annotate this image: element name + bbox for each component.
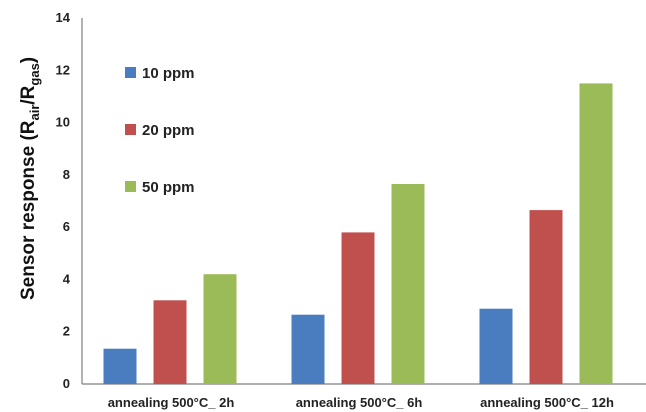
bar [291,314,325,384]
y-tick-label: 8 [63,167,70,182]
y-tick-labels: 0 2 4 6 8 10 12 14 [56,10,71,391]
legend-label: 10 ppm [142,65,195,82]
bar [479,308,513,384]
bar [579,83,613,385]
legend-swatch [125,124,136,135]
bar [391,184,425,384]
bar [203,274,237,384]
legend-swatch [125,67,136,78]
bar [153,300,187,384]
category-label: annealing 500°C_ 12h [480,395,614,410]
category-label: annealing 500°C_ 6h [296,395,423,410]
bar [103,348,137,384]
legend-label: 50 ppm [142,179,195,196]
category-labels: annealing 500°C_ 2h annealing 500°C_ 6h an… [108,395,614,410]
bar [341,232,375,384]
category-label: annealing 500°C_ 2h [108,395,235,410]
bar [529,210,563,384]
bars [103,83,613,385]
y-tick-label: 6 [63,219,70,234]
legend-swatch [125,181,136,192]
y-tick-label: 14 [56,10,71,25]
y-tick-label: 4 [63,271,71,286]
y-tick-label: 0 [63,376,70,391]
y-tick-label: 2 [63,324,70,339]
legend-label: 20 ppm [142,122,195,139]
legend: 10 ppm 20 ppm 50 ppm [125,65,195,196]
y-axis-label: Sensor response (Rair/Rgas) [18,57,42,300]
y-tick-label: 12 [56,62,70,77]
y-tick-label: 10 [56,115,70,130]
